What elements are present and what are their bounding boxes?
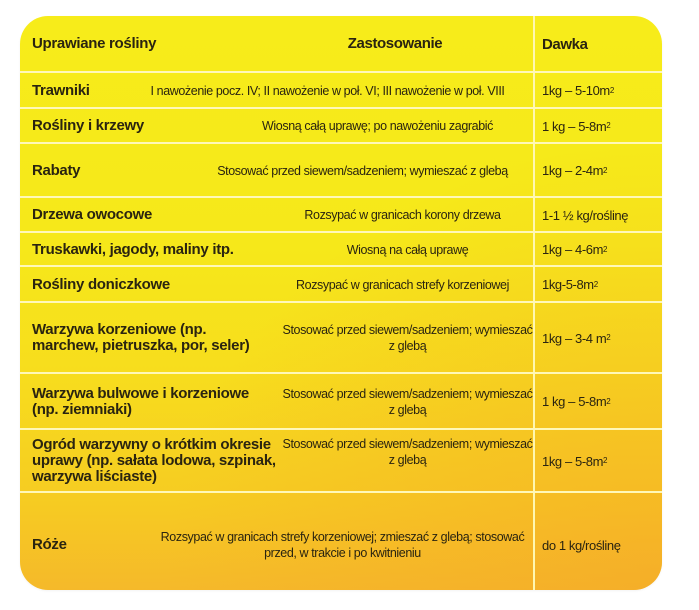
dose-value: 1kg – 2-4m xyxy=(542,163,604,178)
dose-cell: 1kg – 5-10m 2 xyxy=(542,73,662,108)
plant-cell: Warzywa bulwowe i korzeniowe (np. ziemni… xyxy=(32,384,249,418)
dose-value: 1kg – 4-6m xyxy=(542,242,604,257)
dose-value: 1kg – 5-8m xyxy=(542,453,604,469)
dose-unit-exponent: 2 xyxy=(603,244,608,254)
plant-cell: Warzywa korzeniowe (np. marchew, pietrus… xyxy=(32,321,250,354)
dose-cell: 1kg-5-8m 2 xyxy=(542,267,662,302)
usage-cell: Stosować przed siewem/sadzeniem; wymiesz… xyxy=(282,323,533,353)
usage-cell: I nawożenie pocz. IV; II nawożenie w poł… xyxy=(150,83,505,98)
row-divider xyxy=(20,372,662,374)
plant-cell: Rośliny doniczkowe xyxy=(32,275,170,293)
row-divider xyxy=(20,265,662,267)
table-row: Róże Rozsypać w granicach strefy korzeni… xyxy=(20,493,662,583)
table-row: Ogród warzywny o krótkim okresie uprawy … xyxy=(20,430,662,492)
usage-cell: Rozsypać w granicach korony drzewa xyxy=(304,208,501,222)
plant-cell: Rośliny i krzewy xyxy=(32,117,144,134)
dose-value: 1 kg – 5-8m xyxy=(542,118,607,134)
plant-cell: Drzewa owocowe xyxy=(32,206,152,223)
dose-value: 1kg – 5-10m xyxy=(542,83,610,98)
table-row: Drzewa owocowe Rozsypać w granicach koro… xyxy=(20,198,662,232)
header-plants: Uprawiane rośliny xyxy=(32,35,157,52)
dose-unit-exponent: 2 xyxy=(606,333,611,342)
usage-cell: Rozsypać w granicach strefy korzeniowej;… xyxy=(160,530,525,560)
table-row: Trawniki I nawożenie pocz. IV; II nawoże… xyxy=(20,73,662,108)
table-header: Uprawiane rośliny Zastosowanie Dawka xyxy=(20,16,662,72)
column-divider xyxy=(533,16,535,590)
header-dose: Dawka xyxy=(542,35,588,53)
fertilizer-dosage-table: Uprawiane rośliny Zastosowanie Dawka Tra… xyxy=(20,16,662,590)
dose-cell: 1kg – 4-6m 2 xyxy=(542,233,662,266)
row-divider xyxy=(20,107,662,109)
table-row: Warzywa korzeniowe (np. marchew, pietrus… xyxy=(20,303,662,373)
dose-unit-exponent: 2 xyxy=(603,165,608,175)
row-divider xyxy=(20,142,662,144)
usage-cell: Rozsypać w granicach strefy korzeniowej xyxy=(296,277,509,292)
table-row: Warzywa bulwowe i korzeniowe (np. ziemni… xyxy=(20,374,662,429)
dose-unit-exponent: 2 xyxy=(606,121,611,130)
plant-cell: Trawniki xyxy=(32,81,90,99)
plant-cell: Ogród warzywny o krótkim okresie uprawy … xyxy=(32,436,276,485)
table-row: Rośliny i krzewy Wiosną całą uprawę; po … xyxy=(20,109,662,143)
row-divider xyxy=(20,491,662,493)
dose-value: 1-1 ½ kg/roślinę xyxy=(542,207,629,223)
dose-value: 1kg – 3-4 m xyxy=(542,330,607,346)
plant-cell: Rabaty xyxy=(32,161,81,179)
row-divider xyxy=(20,71,662,73)
row-divider xyxy=(20,231,662,233)
header-usage: Zastosowanie xyxy=(347,35,443,52)
usage-cell: Stosować przed siewem/sadzeniem; wymiesz… xyxy=(282,437,533,467)
dose-cell: 1kg – 5-8m 2 xyxy=(542,430,662,492)
dose-cell: 1 kg – 5-8m 2 xyxy=(542,109,662,143)
plant-cell: Róże xyxy=(32,536,67,553)
row-divider xyxy=(20,196,662,198)
dose-value: 1kg-5-8m xyxy=(542,277,594,292)
row-divider xyxy=(20,301,662,303)
usage-cell: Wiosną całą uprawę; po nawożeniu zagrabi… xyxy=(262,119,493,133)
dose-value: do 1 kg/roślinę xyxy=(542,537,621,553)
dose-cell: 1kg – 2-4m 2 xyxy=(542,144,662,197)
row-divider xyxy=(20,428,662,430)
dose-unit-exponent: 2 xyxy=(603,456,608,465)
dose-cell: 1-1 ½ kg/roślinę xyxy=(542,198,662,232)
table-row: Rośliny doniczkowe Rozsypać w granicach … xyxy=(20,267,662,302)
dose-unit-exponent: 2 xyxy=(606,396,611,406)
dose-unit-exponent: 2 xyxy=(593,279,598,289)
dose-value: 1 kg – 5-8m xyxy=(542,394,607,409)
dose-cell: do 1 kg/roślinę xyxy=(542,507,662,583)
plant-cell: Truskawki, jagody, maliny itp. xyxy=(32,240,234,258)
table-row: Rabaty Stosować przed siewem/sadzeniem; … xyxy=(20,144,662,197)
usage-cell: Wiosną na całą uprawę xyxy=(346,242,469,257)
dose-unit-exponent: 2 xyxy=(609,85,614,95)
usage-cell: Stosować przed siewem/sadzeniem; wymiesz… xyxy=(282,386,533,417)
dose-cell: 1 kg – 5-8m 2 xyxy=(542,374,662,429)
usage-cell: Stosować przed siewem/sadzeniem; wymiesz… xyxy=(217,163,508,178)
table-row: Truskawki, jagody, maliny itp. Wiosną na… xyxy=(20,233,662,266)
